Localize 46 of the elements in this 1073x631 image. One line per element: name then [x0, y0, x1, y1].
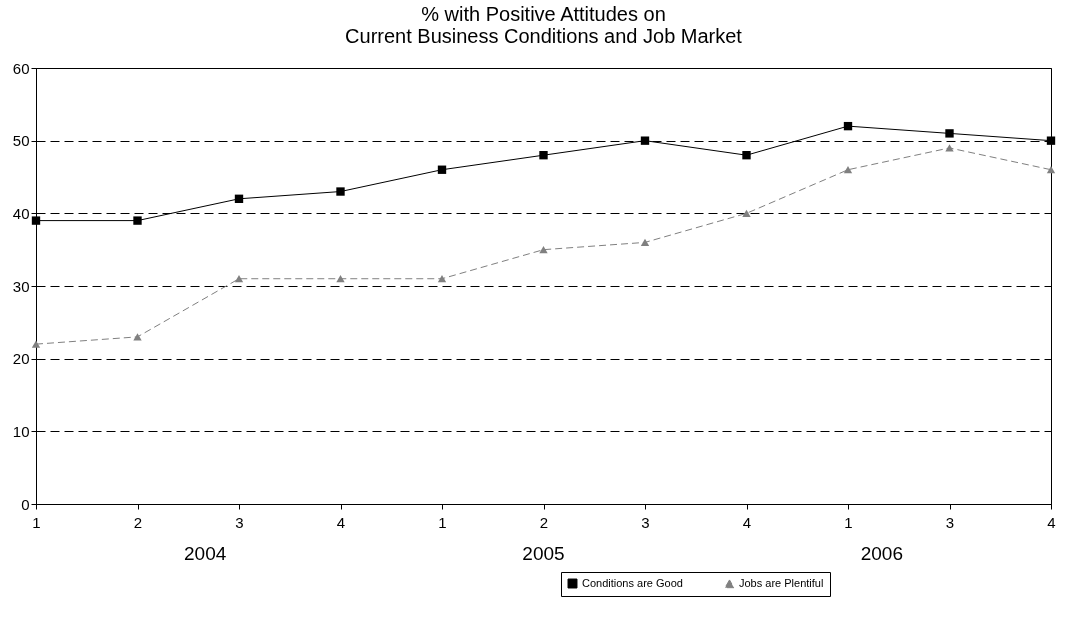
- text: 2006: [860, 543, 903, 564]
- point: [843, 166, 853, 174]
- x-tick-label: 3: [235, 513, 244, 531]
- point: [336, 187, 345, 196]
- y-tick-label: 10: [12, 422, 30, 440]
- x-tick-label: 3: [945, 513, 955, 531]
- point: [742, 209, 751, 217]
- x-tick-label: 1: [438, 513, 447, 531]
- x-tick-label: 2: [133, 513, 143, 531]
- x-tick-label: 4: [742, 513, 752, 531]
- legend-label: Jobs are Plentiful: [739, 576, 824, 589]
- text: 2004: [184, 543, 227, 564]
- point: [1046, 136, 1056, 145]
- text: 2005: [522, 543, 565, 564]
- point: [234, 194, 244, 203]
- point: [539, 151, 548, 160]
- x-tick-label: 1: [844, 513, 853, 531]
- y-tick-label: 20: [12, 350, 30, 368]
- point: [336, 275, 345, 283]
- point: [437, 165, 447, 174]
- y-tick-label: 60: [12, 59, 30, 77]
- point: [1046, 166, 1056, 174]
- x-tick-label: 2: [539, 513, 549, 531]
- x-tick-label: 4: [336, 513, 346, 531]
- point: [742, 151, 751, 160]
- point: [843, 121, 853, 131]
- x-tick-label: 1: [32, 513, 41, 531]
- chart-title: % with Positive Attitudes on Current Business Conditions and Job Market: [345, 3, 743, 47]
- point: [945, 129, 954, 138]
- point: [640, 238, 650, 247]
- point: [539, 246, 548, 254]
- point: [31, 216, 41, 225]
- y-tick-label: 30: [12, 277, 30, 295]
- y-tick-label: 0: [21, 495, 30, 513]
- legend-label: Conditions are Good: [582, 576, 683, 589]
- point: [945, 144, 954, 152]
- x-tick-label: 3: [641, 513, 650, 531]
- y-tick-label: 40: [12, 204, 30, 222]
- point: [640, 136, 650, 145]
- point: [31, 340, 41, 348]
- y-tick-label: 50: [12, 132, 30, 150]
- point: [133, 216, 142, 225]
- point: [234, 275, 244, 283]
- point: [133, 333, 142, 341]
- point: [437, 275, 447, 283]
- x-tick-label: 4: [1047, 513, 1056, 531]
